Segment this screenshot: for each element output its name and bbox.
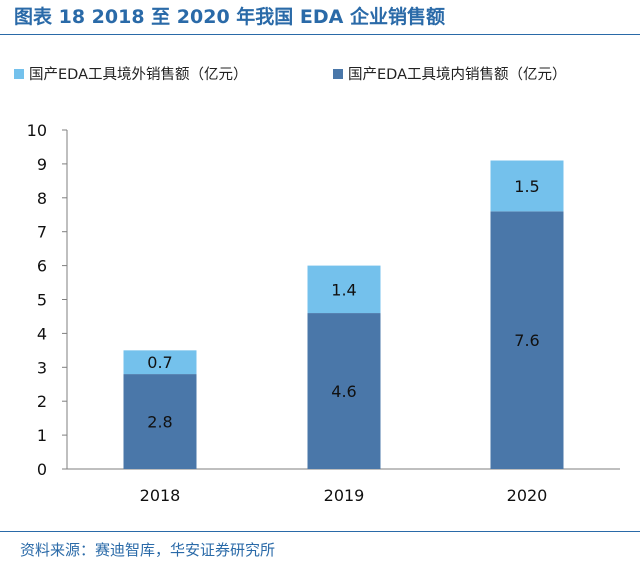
stacked-bar-chart: 0 1 2 3 4 5 6 7 8 9 10 2.8 0.7 2018 4.6 1.4 2019 7.6 1.5 20… [27, 121, 620, 505]
legend-label-domestic: 国产EDA工具境内销售额（亿元） [348, 67, 567, 83]
y-tick-label: 4 [37, 324, 47, 343]
source-divider [0, 531, 640, 532]
x-tick-label: 2019 [324, 486, 365, 505]
figure-title: 图表 18 2018 至 2020 年我国 EDA 企业销售额 [14, 6, 445, 28]
data-label-domestic: 2.8 [147, 413, 172, 432]
legend-label-overseas: 国产EDA工具境外销售额（亿元） [29, 67, 248, 83]
y-tick-label: 9 [37, 155, 47, 174]
y-tick-label: 2 [37, 392, 47, 411]
data-label-overseas: 0.7 [147, 353, 172, 372]
bar-overseas-2020 [490, 160, 564, 212]
data-label-domestic: 4.6 [331, 382, 356, 401]
data-label-domestic: 7.6 [514, 331, 539, 350]
y-tick-label: 3 [37, 358, 47, 377]
bar-domestic-2019 [307, 313, 381, 469]
bar-domestic-2018 [123, 374, 197, 469]
y-tick-label: 7 [37, 223, 47, 242]
source-note: 资料来源：赛迪智库，华安证券研究所 [20, 541, 276, 559]
y-tick-label: 6 [37, 257, 47, 276]
chart-legend: 国产EDA工具境外销售额（亿元） 国产EDA工具境内销售额（亿元） [0, 64, 640, 86]
x-tick-label: 2018 [140, 486, 181, 505]
y-tick-label: 10 [27, 121, 47, 140]
legend-item-domestic: 国产EDA工具境内销售额（亿元） [333, 64, 567, 86]
bar-domestic-2020 [490, 211, 564, 470]
y-tick-label: 5 [37, 291, 47, 310]
data-label-overseas: 1.5 [514, 177, 539, 196]
title-divider [0, 34, 640, 35]
bar-overseas-2018 [123, 350, 197, 375]
legend-swatch-domestic [333, 68, 343, 79]
x-tick-label: 2020 [507, 486, 548, 505]
y-tick-label: 8 [37, 189, 47, 208]
legend-swatch-overseas [14, 68, 24, 79]
bar-overseas-2019 [307, 265, 381, 314]
legend-item-overseas: 国产EDA工具境外销售额（亿元） [14, 64, 248, 86]
data-label-overseas: 1.4 [331, 280, 356, 299]
y-tick-label: 0 [37, 460, 47, 479]
y-tick-label: 1 [37, 426, 47, 445]
